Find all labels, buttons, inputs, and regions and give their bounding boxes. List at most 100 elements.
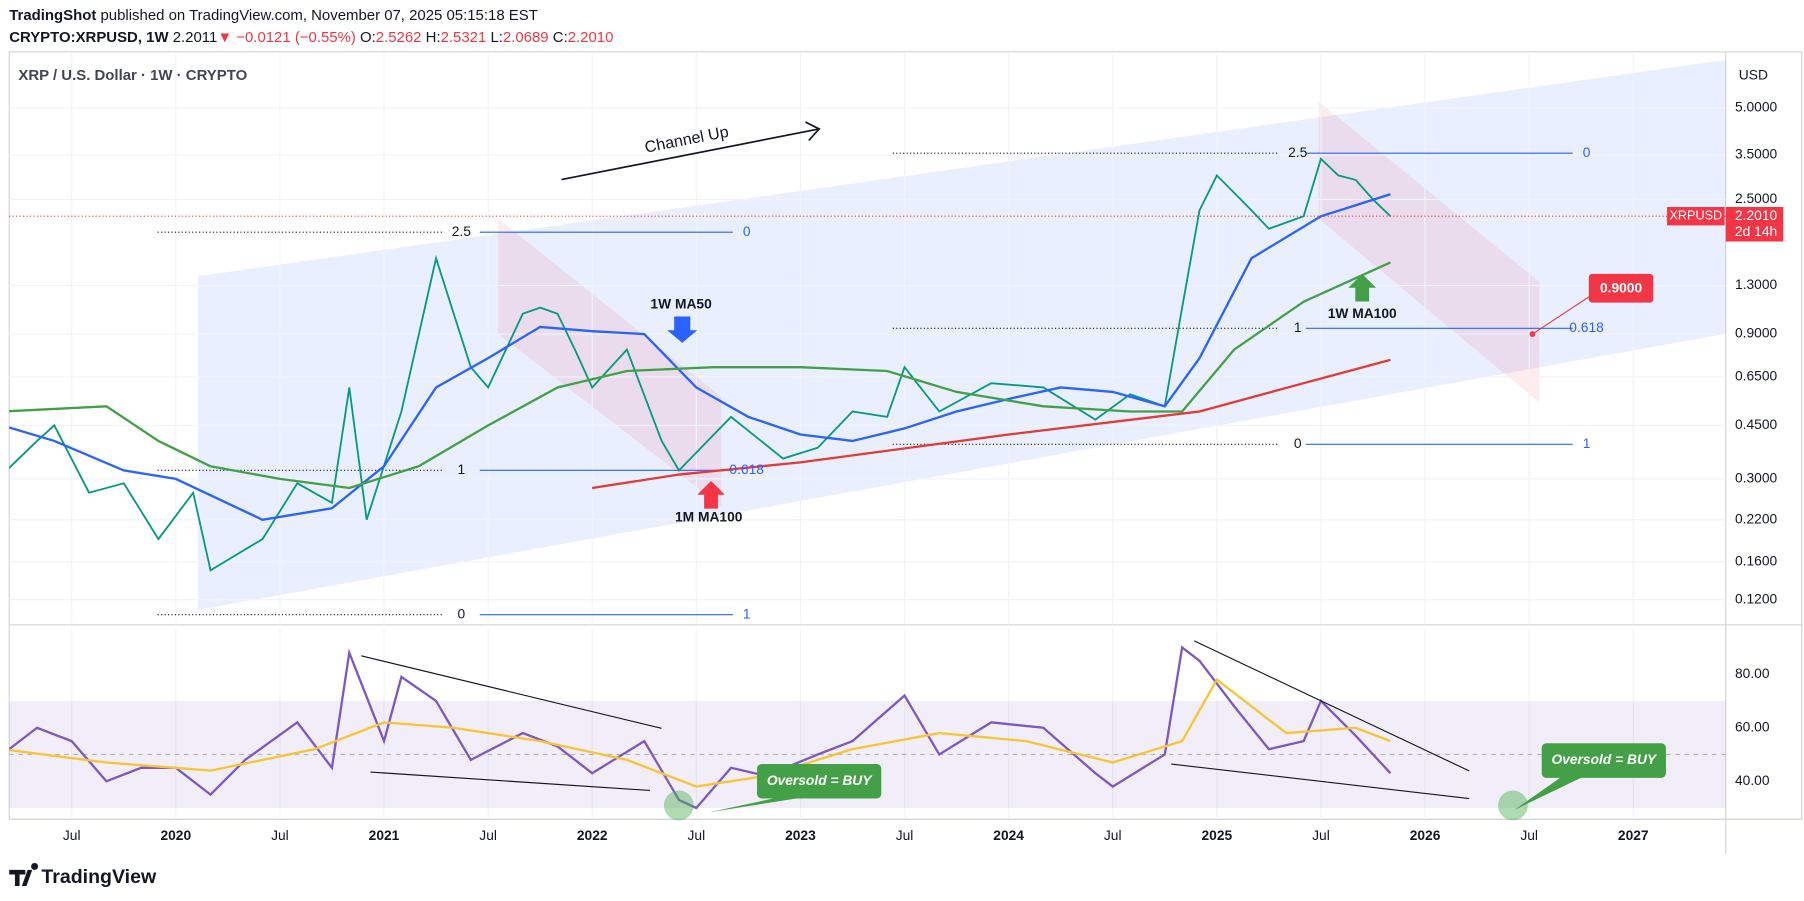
x-tick-label: 2027 bbox=[1618, 828, 1649, 843]
direction: ▼ bbox=[217, 29, 232, 46]
series-line bbox=[9, 645, 1392, 810]
target-label: 0.9000 bbox=[1600, 280, 1643, 295]
fib-inverse: 1 bbox=[743, 606, 751, 621]
callout-text: Oversold = BUY bbox=[767, 773, 873, 788]
fib-inverse: 1 bbox=[1583, 436, 1591, 451]
callout bbox=[708, 764, 882, 813]
last: 2.2011 bbox=[173, 29, 218, 46]
x-tick-label: 2023 bbox=[785, 828, 816, 843]
price-pane bbox=[9, 51, 1726, 624]
high-label: H: bbox=[426, 29, 441, 46]
x-tick-label: 2026 bbox=[1410, 828, 1441, 843]
close: 2.2010 bbox=[568, 29, 614, 46]
x-tick-label: 2021 bbox=[369, 828, 400, 843]
header-line: TradingShot published on TradingView.com… bbox=[9, 7, 538, 24]
countdown: 2d 14h bbox=[1735, 224, 1777, 239]
change: −0.0121 (−0.55%) bbox=[236, 29, 356, 46]
x-tick-label: 2022 bbox=[577, 828, 608, 843]
x-tick-label: Jul bbox=[1312, 828, 1330, 843]
arrow-head bbox=[804, 121, 821, 142]
channel-arrow bbox=[561, 128, 820, 181]
fib-inverse: 0.618 bbox=[729, 462, 764, 477]
rsi-trendline bbox=[361, 655, 662, 729]
y-tick-label: 3.5000 bbox=[1735, 147, 1778, 162]
x-tick-label: Jul bbox=[1520, 828, 1538, 843]
open-label: O: bbox=[360, 29, 376, 46]
fib-ratio: 1 bbox=[1294, 320, 1302, 335]
fib-inverse: 0.618 bbox=[1569, 320, 1604, 335]
fib-inverse: 0 bbox=[1583, 145, 1591, 160]
series-line bbox=[9, 261, 1391, 490]
fib-ratio: 2.5 bbox=[452, 224, 472, 239]
y-tick-label: 40.00 bbox=[1735, 773, 1770, 788]
series-line bbox=[591, 358, 1391, 490]
x-tick-label: 2025 bbox=[1201, 828, 1232, 843]
y-tick-label: 80.00 bbox=[1735, 666, 1770, 681]
oversold-marker bbox=[1497, 790, 1528, 821]
oversold-marker bbox=[663, 790, 694, 821]
fib-inverse: 0 bbox=[743, 224, 751, 239]
arrow-up bbox=[1348, 273, 1377, 302]
symbol-tag-text: XRPUSD bbox=[1670, 209, 1723, 223]
x-tick-label: Jul bbox=[1104, 828, 1122, 843]
x-tick-label: Jul bbox=[896, 828, 914, 843]
quote-line: CRYPTO:XRPUSD, 1W 2.2011▼ −0.0121 (−0.55… bbox=[9, 29, 613, 46]
symbol: CRYPTO:XRPUSD, 1W bbox=[9, 29, 169, 46]
arrow-up bbox=[697, 480, 725, 509]
published: published on TradingView.com, November 0… bbox=[101, 7, 538, 24]
x-tick-label: Jul bbox=[63, 828, 81, 843]
publisher: TradingShot bbox=[9, 7, 96, 24]
y-tick-label: 5.0000 bbox=[1735, 100, 1778, 115]
down-channel bbox=[498, 218, 722, 507]
callout bbox=[1514, 743, 1666, 811]
series-line bbox=[9, 193, 1391, 521]
symbol-title: XRP / U.S. Dollar · 1W · CRYPTO bbox=[18, 67, 247, 84]
ma-label: 1W MA100 bbox=[1328, 306, 1397, 321]
y-tick-label: 0.4500 bbox=[1735, 417, 1778, 432]
symbol-tag bbox=[1667, 207, 1725, 226]
fib-ratio: 2.5 bbox=[1288, 145, 1308, 160]
price-tag-text: 2.2010 bbox=[1735, 208, 1778, 223]
y-tick-label: 1.3000 bbox=[1735, 277, 1778, 292]
rsi-trendline bbox=[370, 771, 651, 792]
brand: TradingView bbox=[41, 866, 157, 888]
fib-ratio: 0 bbox=[458, 606, 466, 621]
series-line bbox=[9, 157, 1392, 572]
ma-label: 1M MA100 bbox=[675, 509, 743, 524]
rsi-trendline bbox=[1171, 763, 1470, 800]
low-label: L: bbox=[490, 29, 502, 46]
x-tick-label: Jul bbox=[479, 828, 497, 843]
fib-ratio: 1 bbox=[458, 462, 466, 477]
y-tick-label: 0.6500 bbox=[1735, 369, 1778, 384]
close-label: C: bbox=[553, 29, 568, 46]
target-box bbox=[1588, 273, 1654, 303]
y-tick-label: 0.1200 bbox=[1735, 591, 1778, 606]
down-channel bbox=[1318, 101, 1540, 403]
y-tick-label: 0.2200 bbox=[1735, 511, 1778, 526]
channel-up bbox=[197, 59, 1726, 610]
y-tick-label: 0.9000 bbox=[1735, 326, 1778, 341]
ma-label: 1W MA50 bbox=[650, 297, 712, 312]
arrow-down bbox=[667, 316, 698, 343]
open: 2.5262 bbox=[376, 29, 422, 46]
x-tick-label: Jul bbox=[271, 828, 289, 843]
target-point bbox=[1529, 331, 1536, 337]
currency: USD bbox=[1739, 68, 1768, 83]
y-tick-label: 2.5000 bbox=[1735, 191, 1778, 206]
callout-text: Oversold = BUY bbox=[1551, 752, 1657, 767]
y-tick-label: 0.1600 bbox=[1735, 553, 1778, 568]
low: 2.0689 bbox=[503, 29, 549, 46]
y-tick-label: 60.00 bbox=[1735, 719, 1770, 734]
high: 2.5321 bbox=[441, 29, 487, 46]
target-link bbox=[1532, 294, 1593, 335]
x-tick-label: 2024 bbox=[993, 828, 1024, 843]
x-tick-label: 2020 bbox=[160, 828, 191, 843]
fib-ratio: 0 bbox=[1294, 436, 1302, 451]
rsi-trendline bbox=[1193, 640, 1470, 772]
price-tag bbox=[1725, 207, 1784, 242]
logo bbox=[9, 862, 39, 886]
x-tick-label: Jul bbox=[688, 828, 706, 843]
